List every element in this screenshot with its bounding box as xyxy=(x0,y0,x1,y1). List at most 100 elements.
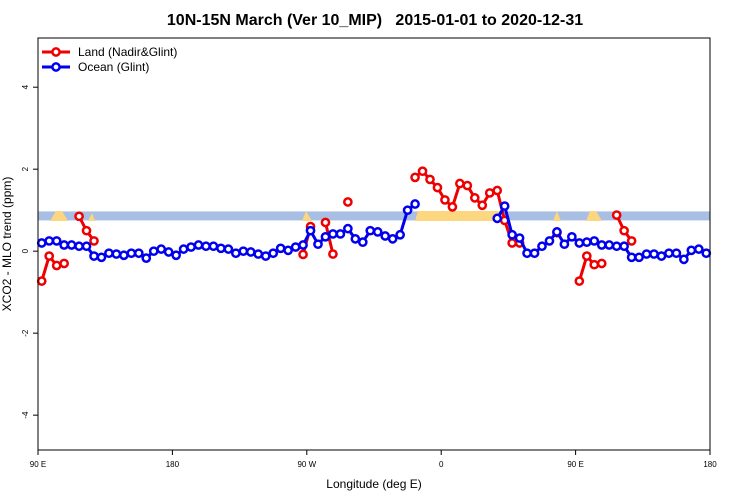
data-point xyxy=(484,188,495,198)
data-point xyxy=(178,244,189,254)
data-point xyxy=(231,248,241,259)
data-point xyxy=(365,225,376,236)
data-point xyxy=(581,251,592,261)
data-point xyxy=(507,229,517,240)
data-point xyxy=(462,180,473,191)
data-point xyxy=(104,248,114,259)
data-point xyxy=(328,229,338,239)
data-point xyxy=(350,234,361,244)
data-point xyxy=(634,252,644,263)
data-point xyxy=(253,249,264,259)
data-point xyxy=(499,201,510,211)
x-tick-label: 90 E xyxy=(567,460,583,469)
data-point xyxy=(492,213,503,224)
data-point xyxy=(544,236,555,246)
data-point xyxy=(96,252,107,263)
data-point xyxy=(268,248,279,259)
data-point xyxy=(357,237,368,248)
data-point xyxy=(201,241,211,252)
data-point xyxy=(51,260,62,271)
data-point xyxy=(507,238,517,248)
data-point xyxy=(59,258,69,269)
data-point xyxy=(432,182,443,193)
legend-label: Ocean (Glint) xyxy=(78,60,149,74)
data-point xyxy=(343,197,353,207)
data-point xyxy=(410,199,420,209)
band xyxy=(38,211,710,221)
data-point xyxy=(51,236,62,246)
data-point xyxy=(298,249,308,260)
x-tick-label: 0 xyxy=(439,460,444,469)
data-point xyxy=(679,254,689,265)
data-point xyxy=(305,225,316,236)
data-point xyxy=(59,240,69,250)
data-point xyxy=(335,229,346,239)
y-tick-label: -2 xyxy=(21,329,30,337)
data-point xyxy=(537,241,547,252)
data-point xyxy=(372,227,383,237)
data-point xyxy=(477,200,488,211)
data-point xyxy=(469,193,480,203)
data-point xyxy=(313,239,323,250)
data-point xyxy=(238,246,249,257)
data-point xyxy=(380,231,391,241)
data-point xyxy=(567,231,577,242)
y-axis-label: XCO2 - MLO trend (ppm) xyxy=(0,177,14,312)
data-point xyxy=(260,251,271,261)
data-point xyxy=(44,251,55,261)
data-point xyxy=(395,229,405,240)
y-tick-label: -4 xyxy=(21,411,30,419)
data-point xyxy=(686,245,697,256)
data-point xyxy=(492,185,503,196)
data-point xyxy=(574,238,585,248)
y-tick-label: 4 xyxy=(21,84,30,89)
data-point xyxy=(611,241,622,252)
data-point xyxy=(596,258,607,269)
data-point xyxy=(589,236,600,246)
data-point xyxy=(208,241,219,252)
y-tick-label: 2 xyxy=(21,166,30,171)
data-point xyxy=(119,250,129,261)
data-point xyxy=(141,253,152,263)
series-line xyxy=(40,169,633,282)
data-point xyxy=(455,178,465,189)
data-point xyxy=(596,240,607,250)
data-point xyxy=(402,205,413,216)
plot-frame xyxy=(37,37,711,451)
data-point xyxy=(343,223,353,234)
plot xyxy=(36,166,712,286)
data-point xyxy=(111,249,122,259)
legend-marker xyxy=(51,62,61,72)
data-point xyxy=(656,251,667,261)
data-point xyxy=(298,240,308,250)
data-point xyxy=(156,244,167,254)
data-point xyxy=(514,233,525,243)
data-point xyxy=(604,240,615,250)
data-point xyxy=(81,241,92,252)
data-point xyxy=(163,247,174,257)
data-point xyxy=(283,245,293,256)
data-point xyxy=(581,237,592,248)
land-fraction-fill xyxy=(50,211,602,221)
y-tick-label: 0 xyxy=(21,248,30,253)
data-point xyxy=(410,172,420,183)
data-point xyxy=(589,259,600,270)
data-point xyxy=(619,241,629,252)
data-point xyxy=(89,236,99,246)
chart-title: 10N-15N March (Ver 10_MIP) 2015-01-01 to… xyxy=(167,12,583,29)
data-point xyxy=(626,252,637,263)
x-tick-label: 180 xyxy=(703,460,717,469)
data-point xyxy=(44,236,55,246)
data-point xyxy=(290,242,301,252)
data-point xyxy=(320,217,331,228)
data-point xyxy=(223,244,234,254)
data-point xyxy=(440,195,450,205)
data-point xyxy=(81,225,92,236)
data-point xyxy=(74,211,84,222)
data-point xyxy=(74,241,84,252)
data-point xyxy=(649,249,659,259)
x-axis-label: Longitude (deg E) xyxy=(326,477,421,491)
data-point xyxy=(417,166,428,177)
data-point xyxy=(36,276,47,286)
x-tick-label: 90 W xyxy=(297,460,316,469)
